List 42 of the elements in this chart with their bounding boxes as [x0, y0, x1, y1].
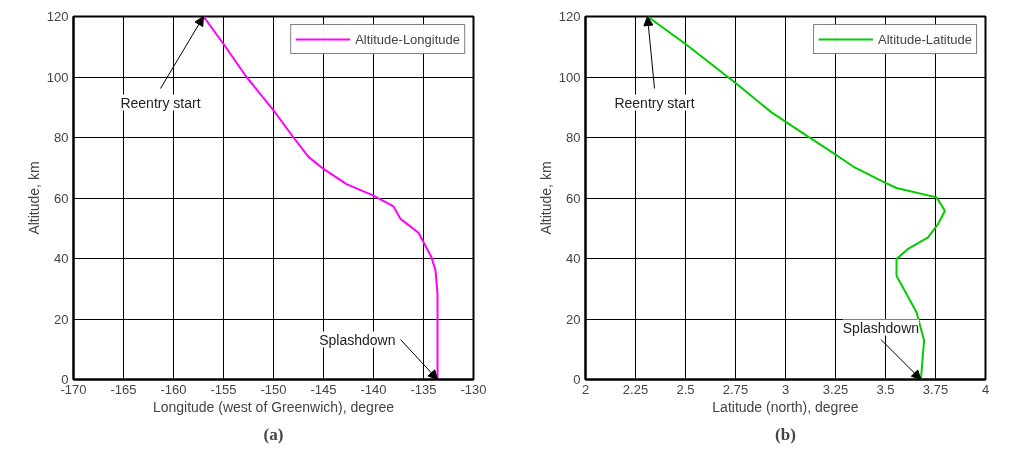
- y-axis-title: Altitude, km: [537, 161, 554, 235]
- y-tick-label: 20: [54, 311, 69, 327]
- y-tick-label: 20: [566, 311, 581, 327]
- y-axis-title: Altitude, km: [25, 161, 42, 235]
- x-tick-label: -165: [110, 381, 137, 397]
- x-tick-label: 3: [781, 381, 790, 397]
- x-tick-label: 3.5: [876, 381, 895, 397]
- y-tick-label: 80: [566, 130, 581, 145]
- x-tick-label: 3.25: [822, 381, 849, 397]
- y-tick-label: 40: [54, 251, 69, 266]
- annotation: Reentry start: [120, 94, 201, 111]
- y-tick-label: 80: [54, 130, 69, 145]
- x-tick-label: 2.25: [622, 381, 649, 397]
- x-tick-label: -145: [310, 381, 337, 397]
- x-axis-title: Latitude (north), degree: [712, 398, 859, 415]
- x-tick-label: -130: [460, 381, 487, 397]
- x-tick-label: -140: [360, 381, 387, 397]
- legend-label: Altitude-Latitude: [878, 31, 972, 47]
- legend-label: Altitude-Longitude: [355, 31, 460, 47]
- x-tick-label: -160: [160, 381, 187, 397]
- y-tick-label: 100: [558, 69, 581, 85]
- y-tick-label: 120: [46, 9, 69, 24]
- text: (a): [263, 424, 284, 444]
- x-tick-label: 2.75: [722, 381, 749, 397]
- annotation: Splashdown: [319, 331, 396, 348]
- y-tick-label: 100: [46, 69, 69, 85]
- y-tick-label: 60: [566, 190, 581, 206]
- y-tick-label: 60: [54, 190, 69, 206]
- y-tick-label: 0: [573, 372, 581, 387]
- annotation: Splashdown: [842, 319, 920, 336]
- annotation: Reentry start: [614, 94, 695, 111]
- x-tick-label: -155: [210, 381, 237, 397]
- x-tick-label: 2.5: [676, 381, 695, 397]
- x-tick-label: 3.75: [922, 381, 949, 397]
- y-tick-label: 40: [566, 251, 581, 266]
- x-axis-title: Longitude (west of Greenwich), degree: [152, 398, 395, 415]
- x-tick-label: 4: [981, 381, 990, 397]
- x-tick-label: 2: [581, 381, 590, 397]
- y-tick-label: 120: [558, 9, 581, 24]
- x-tick-label: -150: [260, 381, 287, 397]
- text: (b): [775, 424, 796, 444]
- x-tick-label: -135: [410, 381, 437, 397]
